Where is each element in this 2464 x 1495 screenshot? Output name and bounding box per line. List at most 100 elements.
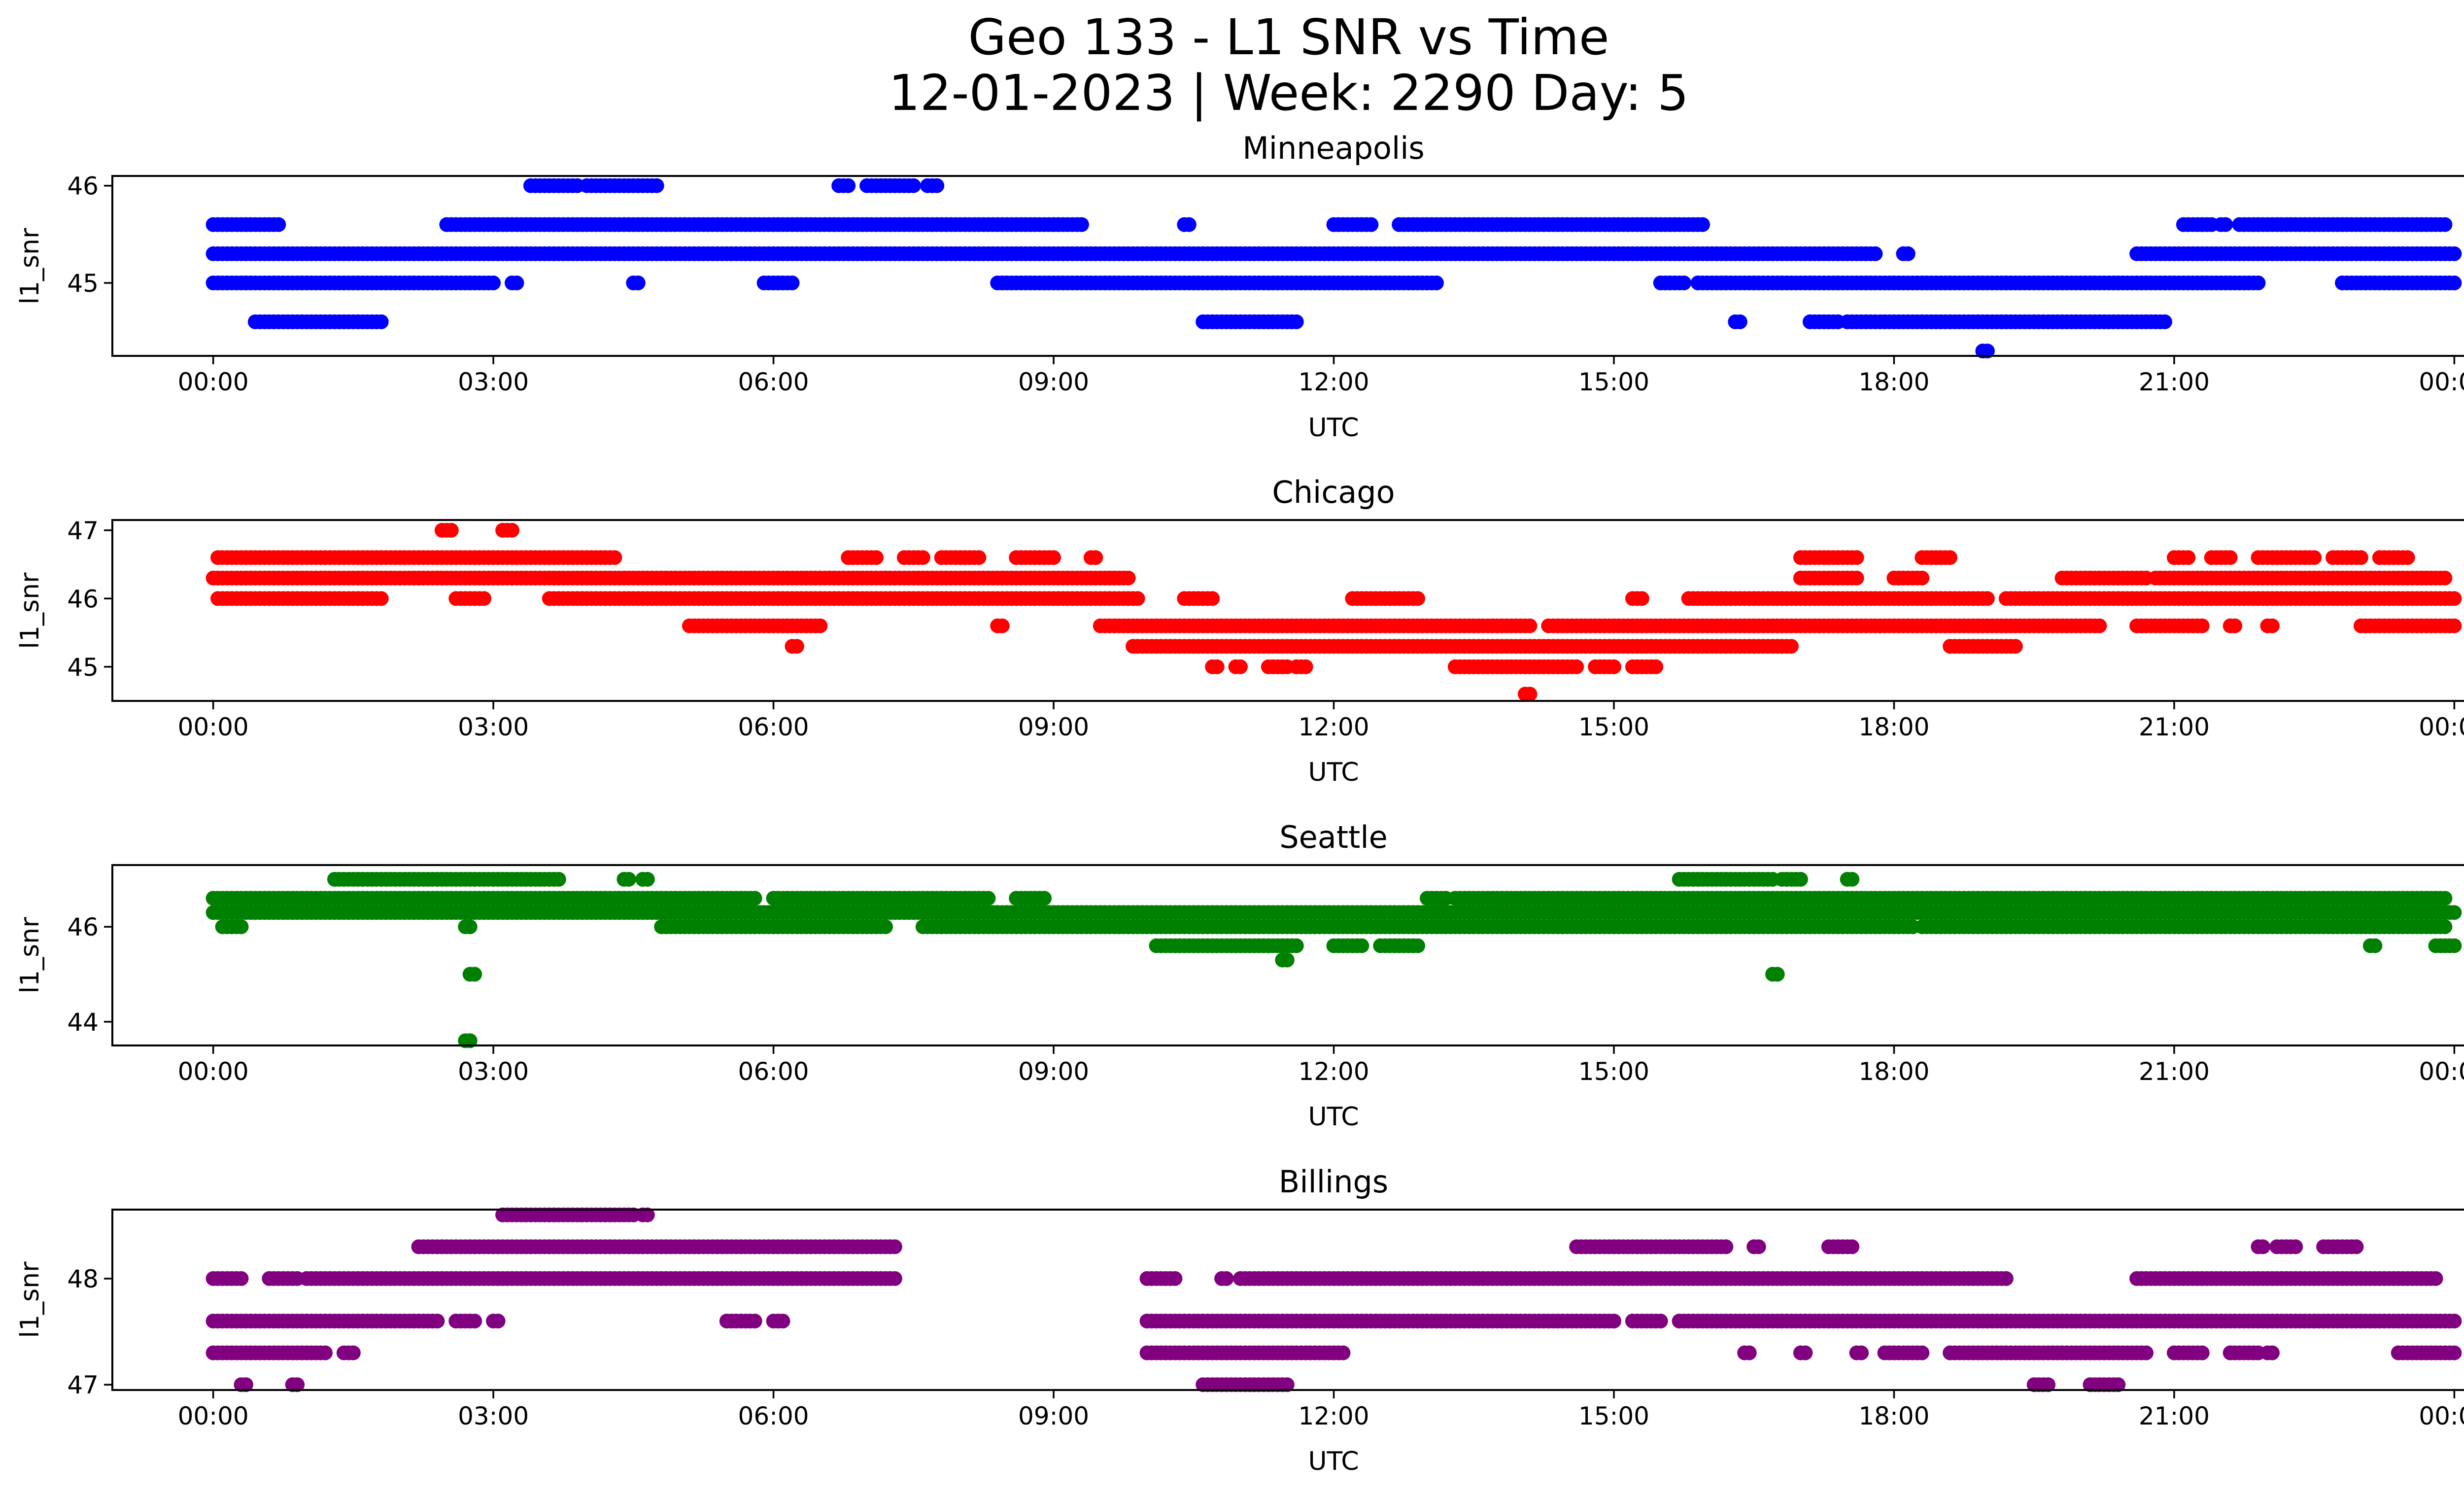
data-point [607,550,622,565]
x-tick-label: 00:00 [2419,713,2464,741]
data-point [1998,1271,2014,1286]
x-tick-label: 00:00 [2419,1057,2464,1086]
data-point [2447,938,2462,953]
subplot-minneapolis: Minneapolis UTC l1_snr 00:00 03:00 06:00 09… [15,130,2464,443]
data-point [2008,639,2023,654]
data-point [630,276,646,290]
data-point [551,871,566,887]
data-point [813,618,828,633]
subplot-title: Minneapolis [1242,130,1425,166]
data-point [1732,314,1747,329]
data-point [2264,618,2280,633]
data-point [318,1345,333,1360]
data-point [2437,570,2453,586]
data-point [2447,618,2462,633]
data-point [1522,618,1538,633]
y-tick-label: 45 [67,653,99,682]
x-tick-label: 09:00 [1018,713,1089,741]
x-tick-label: 00:00 [178,1057,249,1086]
y-axis-label: l1_snr [15,917,45,994]
scatter-points [205,522,2462,702]
data-point [1569,659,1584,674]
data-point [2367,938,2383,953]
data-point [505,522,519,538]
data-point [2447,1314,2462,1329]
x-tick-label: 18:00 [1858,368,1929,396]
data-point [1677,276,1692,290]
data-point [1607,659,1621,674]
data-point [1046,550,1061,565]
x-tick-label: 21:00 [2139,713,2210,741]
y-tick-label: 47 [67,517,99,545]
x-axis-label: UTC [1308,1102,1359,1132]
x-tick-label: 12:00 [1298,368,1369,396]
data-point [887,1239,902,1254]
data-point [1088,550,1103,565]
data-point [490,1314,506,1329]
y-tick-label: 44 [67,1008,99,1037]
data-point [509,276,524,290]
data-point [1289,938,1304,953]
data-point [1354,938,1369,953]
data-point [971,550,987,565]
y-axis-label: l1_snr [15,572,45,649]
data-point [2447,276,2462,290]
data-point [430,1314,445,1329]
data-point [1784,639,1799,654]
data-point [906,178,921,193]
data-point [981,891,996,906]
data-point [234,919,249,935]
x-tick-label: 15:00 [1578,368,1649,396]
subplot-chicago: Chicago UTC l1_snr 00:00 03:00 06:00 09:00 1… [15,474,2464,787]
data-point [477,591,492,606]
data-point [841,178,856,193]
data-point [2400,550,2415,565]
data-point [2307,550,2322,565]
data-point [1037,891,1052,906]
x-tick-label: 15:00 [1578,1057,1649,1086]
data-point [1718,1239,1734,1254]
data-point [1653,1314,1668,1329]
data-point [2447,246,2462,261]
data-point [444,522,459,538]
data-point [1900,246,1916,261]
data-point [869,550,884,565]
subplot-title: Seattle [1279,819,1387,855]
data-point [640,871,655,887]
data-point [1868,246,1883,261]
data-point [2447,905,2462,920]
x-axis-label: UTC [1308,758,1359,787]
data-point [1634,591,1649,606]
x-tick-label: 03:00 [458,713,529,741]
data-point [994,618,1010,633]
data-point [2437,919,2453,935]
y-tick-label: 45 [67,269,99,298]
x-tick-label: 03:00 [458,1057,529,1086]
data-point [462,919,478,935]
data-point [1980,591,1995,606]
scatter-points [205,178,2462,359]
data-point [2437,891,2453,906]
data-point [621,871,636,887]
y-tick-label: 46 [67,585,99,613]
data-point [1121,570,1136,586]
data-point [2218,217,2233,232]
data-point [1181,217,1197,232]
data-point [1793,871,1808,887]
x-tick-label: 00:00 [2419,368,2464,396]
data-point [878,919,893,935]
data-point [271,217,286,232]
data-point [929,178,945,193]
x-axis-label: UTC [1308,1447,1359,1476]
data-point [234,1271,249,1286]
data-point [345,1345,361,1360]
x-tick-label: 06:00 [738,368,809,396]
data-point [1849,570,1864,586]
data-point [467,967,482,982]
x-tick-label: 09:00 [1018,368,1089,396]
data-point [1429,276,1444,290]
data-point [1915,570,1930,586]
data-point [1849,550,1864,565]
